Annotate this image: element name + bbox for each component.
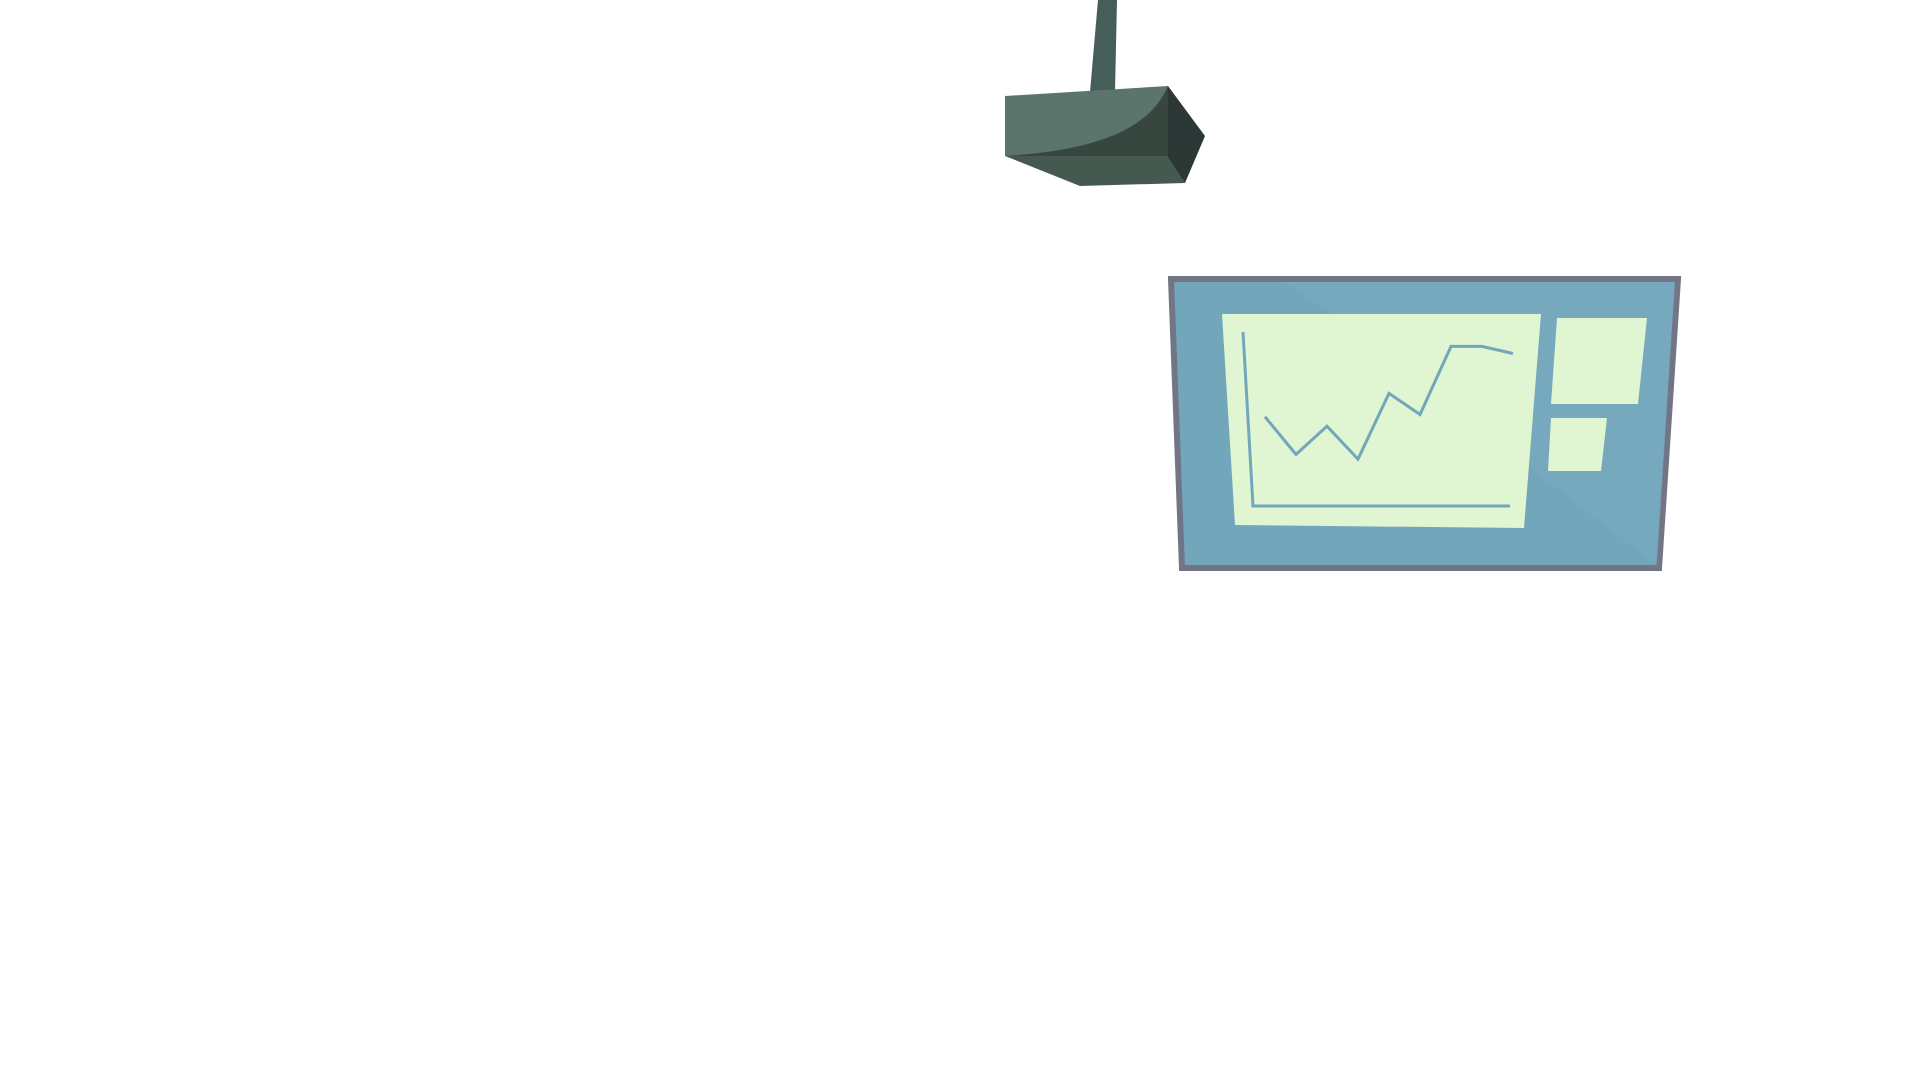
projector-side-face [1168,86,1205,183]
chart-axes [1241,331,1510,508]
projector-bottom-face [1005,156,1185,186]
screen-main-content [1222,314,1541,528]
side-panel-top [1551,318,1647,404]
projector-mount-pole [1090,0,1117,92]
projection-screen-icon [1167,276,1682,571]
chart-points [1264,346,1514,460]
side-panel-bottom [1548,418,1607,471]
projector-front-shadow [1005,86,1168,157]
ceiling-projector-icon [1005,0,1205,186]
